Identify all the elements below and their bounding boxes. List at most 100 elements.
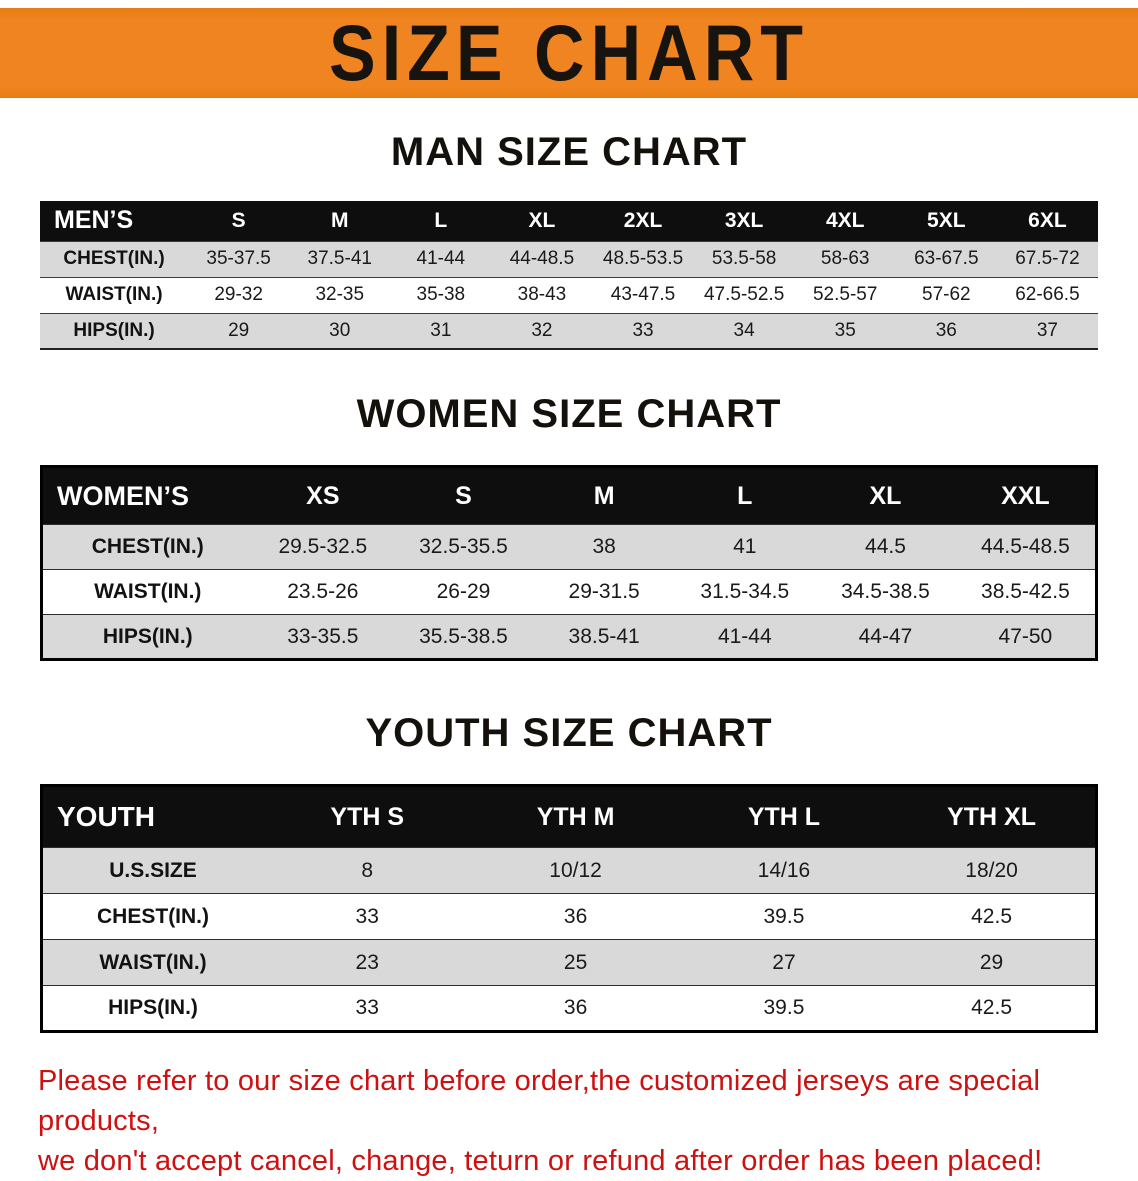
men-size-chart-section: MAN SIZE CHART MEN’S S M L XL 2XL 3XL 4XL 5XL 6XL C…: [0, 130, 1138, 350]
value-cell: 47.5-52.5: [693, 276, 795, 313]
table-title-cell: YOUTH: [41, 785, 264, 848]
row-label-cell: WAIST(IN.): [41, 939, 264, 986]
men-section-heading: MAN SIZE CHART: [390, 130, 748, 174]
size-header-cell: XS: [252, 466, 394, 525]
value-cell: 37.5-41: [289, 240, 391, 277]
table-title-cell: MEN’S: [40, 201, 189, 241]
disclaimer: Please refer to our size chart before or…: [38, 1061, 1100, 1181]
value-cell: 29-32: [188, 276, 290, 313]
row-label-cell: CHEST(IN.): [41, 893, 264, 940]
disclaimer-line-1: Please refer to our size chart before or…: [38, 1065, 1041, 1138]
value-cell: 36: [895, 312, 997, 349]
value-cell: 23: [263, 939, 472, 986]
size-header-cell: S: [188, 201, 290, 241]
size-header-cell: 6XL: [996, 201, 1098, 241]
size-header-cell: M: [289, 201, 391, 241]
table-title-cell: WOMEN’S: [41, 466, 253, 525]
row-label-cell: HIPS(IN.): [41, 614, 253, 660]
table-row: WAIST(IN.) 23 25 27 29: [41, 939, 1097, 986]
value-cell: 44-48.5: [491, 240, 593, 277]
value-cell: 44.5-48.5: [955, 524, 1097, 570]
size-header-cell: XL: [815, 466, 956, 525]
value-cell: 26-29: [393, 569, 534, 615]
size-header-cell: L: [674, 466, 816, 525]
size-header-cell: 5XL: [895, 201, 997, 241]
size-header-cell: YTH S: [263, 785, 472, 848]
value-cell: 35-37.5: [188, 240, 290, 277]
value-cell: 38-43: [491, 276, 593, 313]
value-cell: 37: [996, 312, 1098, 349]
value-cell: 23.5-26: [252, 569, 394, 615]
size-header-cell: XL: [491, 201, 593, 241]
table-row: HIPS(IN.) 29 30 31 32 33 34 35 36 37: [40, 312, 1098, 349]
value-cell: 41-44: [674, 614, 816, 660]
row-label-cell: WAIST(IN.): [40, 276, 189, 313]
value-cell: 42.5: [888, 985, 1097, 1032]
value-cell: 43-47.5: [592, 276, 694, 313]
youth-section-heading: YOUTH SIZE CHART: [365, 711, 773, 755]
size-header-cell: YTH L: [679, 785, 889, 848]
value-cell: 32.5-35.5: [393, 524, 534, 570]
value-cell: 34.5-38.5: [815, 569, 956, 615]
table-row: WAIST(IN.) 29-32 32-35 35-38 38-43 43-47.5 47.…: [40, 276, 1098, 313]
row-label-cell: CHEST(IN.): [40, 240, 189, 277]
table-header-row: WOMEN’S XS S M L XL XXL: [41, 466, 1097, 525]
value-cell: 44-47: [815, 614, 956, 660]
row-label-cell: HIPS(IN.): [40, 312, 189, 349]
value-cell: 44.5: [815, 524, 956, 570]
size-header-cell: L: [390, 201, 492, 241]
size-header-cell: YTH XL: [888, 785, 1097, 848]
value-cell: 35.5-38.5: [393, 614, 534, 660]
value-cell: 39.5: [679, 985, 889, 1032]
row-label-cell: HIPS(IN.): [41, 985, 264, 1032]
men-size-table: MEN’S S M L XL 2XL 3XL 4XL 5XL 6XL CHEST(IN.) 35-37…: [40, 201, 1098, 350]
value-cell: 29.5-32.5: [252, 524, 394, 570]
value-cell: 67.5-72: [996, 240, 1098, 277]
women-size-chart-section: WOMEN SIZE CHART WOMEN’S XS S M L XL XXL CHEST(I…: [0, 392, 1138, 661]
value-cell: 32: [491, 312, 593, 349]
value-cell: 29-31.5: [533, 569, 675, 615]
value-cell: 10/12: [471, 847, 680, 894]
table-row: WAIST(IN.) 23.5-26 26-29 29-31.5 31.5-34.5 34…: [41, 569, 1097, 615]
value-cell: 48.5-53.5: [592, 240, 694, 277]
value-cell: 38.5-41: [533, 614, 675, 660]
banner-title: SIZE CHART: [329, 9, 809, 97]
value-cell: 41-44: [390, 240, 492, 277]
table-header-row: YOUTH YTH S YTH M YTH L YTH XL: [41, 785, 1097, 848]
women-size-table: WOMEN’S XS S M L XL XXL CHEST(IN.) 29.5-32.5 32.5…: [40, 465, 1098, 661]
value-cell: 27: [679, 939, 889, 986]
value-cell: 25: [471, 939, 680, 986]
size-header-cell: 2XL: [592, 201, 694, 241]
value-cell: 57-62: [895, 276, 997, 313]
value-cell: 63-67.5: [895, 240, 997, 277]
value-cell: 35: [794, 312, 896, 349]
youth-size-chart-section: YOUTH SIZE CHART YOUTH YTH S YTH M YTH L YTH …: [0, 711, 1138, 1033]
value-cell: 39.5: [679, 893, 889, 940]
row-label-cell: WAIST(IN.): [41, 569, 253, 615]
value-cell: 31: [390, 312, 492, 349]
value-cell: 33: [263, 893, 472, 940]
size-chart-sections: MAN SIZE CHART MEN’S S M L XL 2XL 3XL 4XL 5XL 6XL C…: [0, 130, 1138, 1033]
table-row: HIPS(IN.) 33 36 39.5 42.5: [41, 985, 1097, 1032]
value-cell: 38.5-42.5: [955, 569, 1097, 615]
size-header-cell: YTH M: [471, 785, 680, 848]
value-cell: 34: [693, 312, 795, 349]
value-cell: 29: [188, 312, 290, 349]
value-cell: 14/16: [679, 847, 889, 894]
size-header-cell: S: [393, 466, 534, 525]
youth-size-table: YOUTH YTH S YTH M YTH L YTH XL U.S.SIZE 8 10/12…: [40, 784, 1098, 1033]
value-cell: 42.5: [888, 893, 1097, 940]
size-header-cell: M: [533, 466, 675, 525]
size-header-cell: XXL: [955, 466, 1097, 525]
disclaimer-line-2: we don't accept cancel, change, teturn o…: [38, 1145, 1043, 1178]
value-cell: 18/20: [888, 847, 1097, 894]
value-cell: 31.5-34.5: [674, 569, 816, 615]
value-cell: 33-35.5: [252, 614, 394, 660]
value-cell: 53.5-58: [693, 240, 795, 277]
value-cell: 33: [263, 985, 472, 1032]
value-cell: 35-38: [390, 276, 492, 313]
table-row: CHEST(IN.) 29.5-32.5 32.5-35.5 38 41 44.5 44.5…: [41, 524, 1097, 570]
value-cell: 47-50: [955, 614, 1097, 660]
value-cell: 36: [471, 893, 680, 940]
size-header-cell: 3XL: [693, 201, 795, 241]
